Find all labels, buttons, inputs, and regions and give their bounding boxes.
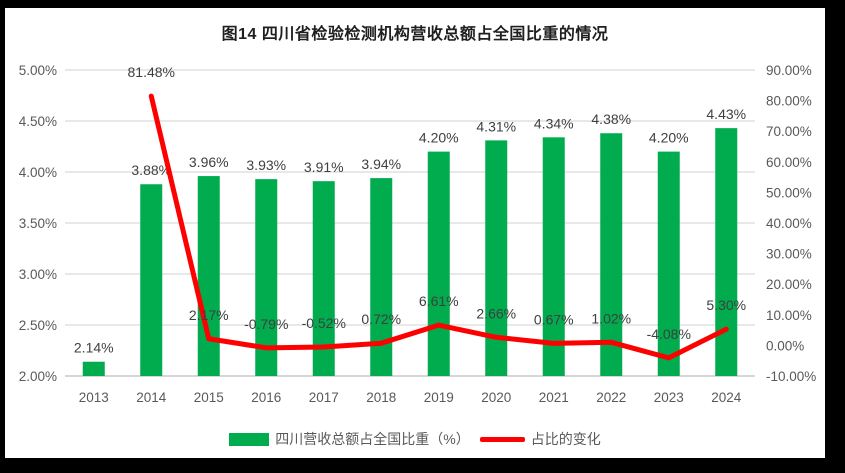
bar-2016: [255, 179, 278, 376]
legend-label-bar-series: 四川营收总额占全国比重（%）: [275, 431, 470, 447]
line-value-label: 0.67%: [534, 311, 574, 327]
bar-2024: [715, 128, 738, 376]
bar-2019: [427, 151, 450, 376]
left-axis-tick-label: 2.00%: [19, 369, 57, 384]
chart-legend: 四川营收总额占全国比重（%） 占比的变化: [5, 429, 825, 449]
x-axis-label: 2016: [251, 390, 281, 405]
bar-value-label: 2.14%: [74, 340, 114, 356]
bar-2013: [82, 361, 105, 376]
bar-value-label: 4.43%: [706, 106, 746, 122]
line-value-label: 6.61%: [419, 293, 459, 309]
right-axis-tick-label: 60.00%: [766, 155, 812, 170]
x-axis-label: 2020: [481, 390, 511, 405]
bar-2023: [657, 151, 680, 376]
line-value-label: 81.48%: [128, 64, 175, 80]
right-axis-tick-label: 70.00%: [766, 124, 812, 139]
chart-plot-area: 5.00% 4.50% 4.00% 3.50% 3.00% 2.50% 2.00% 90.00…: [19, 63, 817, 405]
left-axis-tick-label: 3.00%: [19, 267, 57, 282]
chart-title: 图14 四川省检验检测机构营收总额占全国比重的情况: [221, 26, 609, 43]
line-value-label: 2.17%: [189, 307, 229, 323]
x-axis-label: 2018: [366, 390, 396, 405]
x-axis-label: 2021: [539, 390, 569, 405]
right-axis-tick-label: 10.00%: [766, 308, 812, 323]
line-value-label: -0.52%: [302, 315, 346, 331]
left-axis-tick-label: 4.00%: [19, 165, 57, 180]
bar-series-swatch-icon: [229, 432, 270, 446]
bar-value-label: 4.34%: [534, 115, 574, 131]
bar-2020: [485, 140, 508, 376]
right-axis-tick-label: 0.00%: [766, 338, 804, 353]
left-axis-tick-label: 5.00%: [19, 63, 57, 78]
left-axis-tick-label: 2.50%: [19, 318, 57, 333]
left-axis-tick-label: 3.50%: [19, 216, 57, 231]
legend-item-bar-series: 四川营收总额占全国比重（%）: [229, 429, 470, 449]
x-axis-label: 2024: [711, 390, 742, 405]
bar-value-label: 3.93%: [246, 157, 286, 173]
line-value-label: 0.72%: [361, 311, 401, 327]
line-series-swatch-icon: [479, 436, 525, 442]
line-value-label: -0.79%: [244, 316, 288, 332]
bar-2015: [197, 176, 220, 376]
right-axis-tick-label: -10.00%: [766, 369, 816, 384]
legend-item-line-series: 占比的变化: [479, 429, 601, 449]
right-axis-tick-label: 50.00%: [766, 185, 812, 200]
bar-2018: [370, 178, 393, 376]
x-axis-label: 2013: [79, 390, 109, 405]
x-axis-label: 2014: [136, 390, 167, 405]
line-value-label: -4.08%: [647, 326, 691, 342]
x-axis-label: 2023: [654, 390, 684, 405]
x-axis-label: 2015: [194, 390, 224, 405]
line-value-label: 5.30%: [706, 297, 746, 313]
right-axis-tick-label: 20.00%: [766, 277, 812, 292]
line-value-label: 2.66%: [476, 305, 516, 321]
bar-value-label: 3.96%: [189, 154, 229, 170]
right-axis-tick-label: 80.00%: [766, 94, 812, 109]
bar-value-label: 3.94%: [361, 156, 401, 172]
right-axis-tick-label: 30.00%: [766, 247, 812, 262]
x-axis-label: 2019: [424, 390, 454, 405]
bar-value-label: 4.31%: [476, 118, 516, 134]
bar-2022: [600, 133, 623, 376]
legend-label-line-series: 占比的变化: [530, 431, 601, 447]
line-value-label: 1.02%: [591, 310, 631, 326]
bar-2017: [312, 181, 335, 376]
bar-value-label: 4.20%: [649, 130, 689, 146]
bar-2014: [140, 184, 163, 376]
x-axis-label: 2017: [309, 390, 339, 405]
right-axis-tick-label: 90.00%: [766, 63, 812, 78]
bar-value-label: 4.38%: [591, 111, 631, 127]
x-axis-label: 2022: [596, 390, 626, 405]
bar-value-label: 4.20%: [419, 130, 459, 146]
chart-card: 图14 四川省检验检测机构营收总额占全国比重的情况 5.00% 4.50% 4.00…: [5, 8, 825, 458]
left-axis-tick-label: 4.50%: [19, 114, 57, 129]
bar-2021: [542, 137, 565, 376]
bar-value-label: 3.91%: [304, 159, 344, 175]
right-axis-tick-label: 40.00%: [766, 216, 812, 231]
trend-line: [148, 93, 729, 361]
bar-value-label: 3.88%: [131, 162, 171, 178]
